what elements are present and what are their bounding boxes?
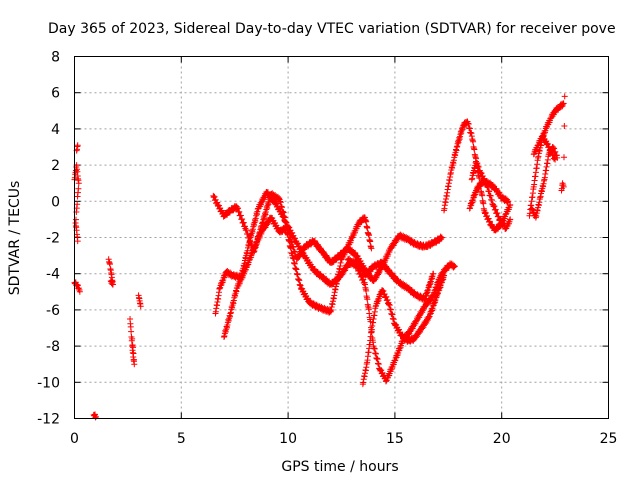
series-track-4 (344, 255, 458, 385)
series-seg-3.0 (135, 292, 144, 310)
data-point (561, 93, 568, 100)
series-seg-1.7 (105, 256, 116, 288)
y-tick-label: -8 (46, 339, 60, 355)
data-point (130, 356, 137, 363)
chart-title: Day 365 of 2023, Sidereal Day-to-day VTE… (48, 21, 616, 37)
data-point (74, 142, 81, 149)
series-track-2 (212, 188, 375, 317)
series-track-5 (359, 272, 448, 388)
x-tick-label: 25 (600, 431, 618, 447)
y-tick-label: 0 (51, 194, 60, 210)
data-point (130, 350, 137, 357)
data-point (75, 180, 82, 187)
series-track-6 (441, 118, 514, 234)
data-point (128, 328, 135, 335)
data-point (74, 238, 81, 245)
data-point (137, 303, 144, 310)
data-point (129, 342, 136, 349)
data-point (441, 272, 448, 279)
data-point (76, 288, 83, 295)
x-tick-label: 20 (493, 431, 511, 447)
series-blip (90, 411, 99, 421)
data-point (561, 122, 568, 129)
data-point (364, 296, 371, 303)
data-point (363, 287, 370, 294)
series-track-8 (466, 177, 512, 212)
y-tick-label: 2 (51, 158, 60, 174)
data-marks (71, 93, 568, 421)
series-track-3 (221, 214, 437, 341)
series-track-11 (530, 133, 559, 163)
plot-frame (74, 56, 609, 419)
y-tick-label: -6 (46, 303, 60, 319)
grid (74, 56, 609, 419)
series-start-a (71, 162, 82, 245)
series-track-12 (558, 93, 568, 194)
x-axis-label: GPS time / hours (281, 459, 398, 475)
y-tick-label: -10 (37, 375, 60, 391)
data-point (552, 156, 559, 163)
x-tick-label: 5 (177, 431, 186, 447)
data-point (479, 192, 486, 199)
series-start-b (71, 279, 83, 295)
y-tick-label: -4 (46, 267, 60, 283)
data-point (561, 154, 567, 161)
data-point (507, 216, 514, 223)
x-tick-label: 0 (70, 431, 79, 447)
y-tick-label: 4 (51, 122, 60, 138)
x-tick-label: 15 (386, 431, 404, 447)
y-tick-labels: -12 -10 -8 -6 -4 -2 0 2 4 6 8 (37, 50, 60, 428)
data-point (470, 138, 477, 145)
data-point (368, 245, 375, 252)
data-point (74, 193, 81, 200)
series-seg-2.7 (127, 315, 138, 368)
data-point (430, 270, 437, 277)
data-point (480, 200, 487, 207)
y-tick-label: 6 (51, 86, 60, 102)
data-point (560, 100, 567, 107)
y-tick-label: 8 (51, 50, 60, 66)
x-tick-labels: 0 5 10 15 20 25 (70, 431, 617, 447)
data-point (451, 263, 458, 270)
data-point (471, 146, 478, 153)
data-point (505, 198, 512, 205)
y-axis-label: SDTVAR / TECUs (7, 181, 23, 296)
data-point (129, 335, 136, 342)
series-track-7 (468, 158, 514, 232)
x-tick-label: 10 (279, 431, 297, 447)
y-tick-label: -2 (46, 231, 60, 247)
y-tick-label: -12 (37, 412, 60, 428)
data-point (438, 234, 445, 241)
data-point (560, 183, 567, 190)
data-point (107, 277, 114, 284)
